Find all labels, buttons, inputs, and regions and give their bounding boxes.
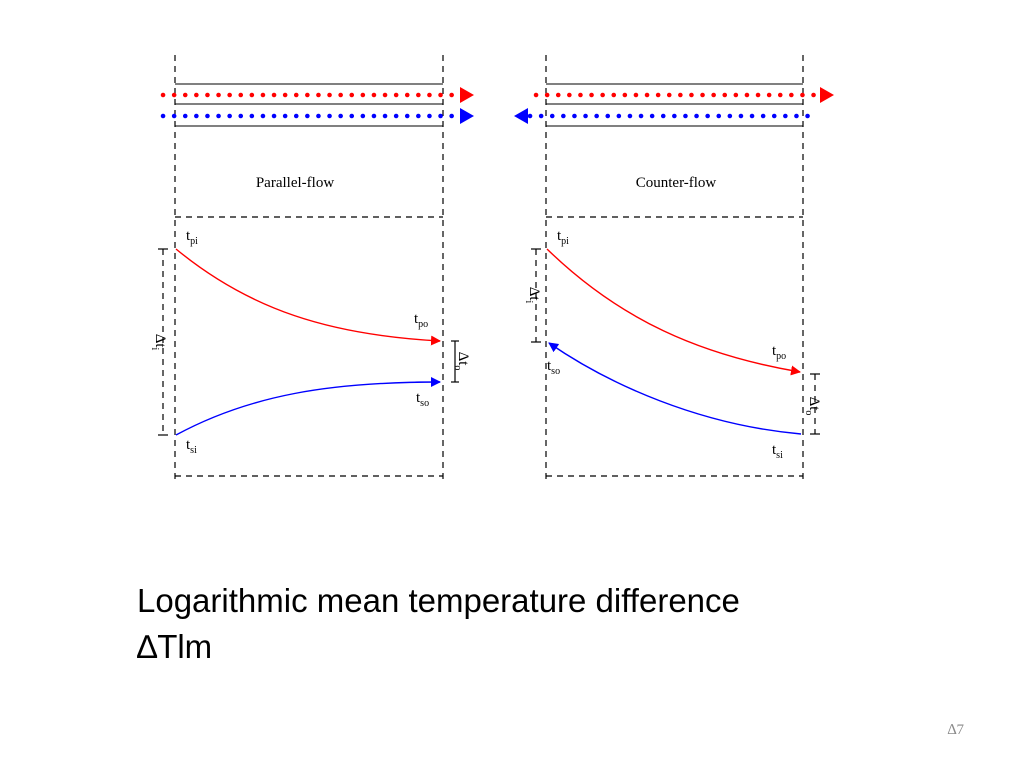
counter-tsi-label: tsi [772,442,783,461]
parallel-tsi-label: tsi [186,437,197,456]
caption-line-2: ∆Tlm [137,628,213,665]
parallel-dti-label: Δti [149,334,168,351]
counter-hot-arrowhead [820,87,834,103]
counter-flow-title: Counter-flow [636,175,717,191]
parallel-tpi-label: tpi [186,228,198,247]
counter-dti-label: Δti [523,287,542,304]
counter-flow-panel: Counter-flow Δti Δto tpi tpo tso tsi [514,55,834,480]
counter-dto-label: Δto [803,397,822,416]
parallel-tso-label: tso [416,390,429,409]
parallel-hot-arrowhead [460,87,474,103]
slide-number: ∆7 [947,722,964,738]
parallel-tpo-label: tpo [414,311,428,330]
parallel-dto-label: Δto [452,352,471,371]
counter-tso-label: tso [547,358,560,377]
counter-tpi-label: tpi [557,228,569,247]
parallel-flow-panel: Parallel-flow Δti Δto tpi tpo tso tsi [149,55,474,480]
counter-cold-curve [548,342,802,435]
counter-cold-arrowhead [514,108,528,124]
counter-tpo-label: tpo [772,343,786,362]
slide-caption: Logarithmic mean temperature difference … [137,578,740,670]
parallel-flow-title: Parallel-flow [256,175,334,191]
counter-hot-curve [546,248,801,376]
heat-exchanger-diagram: Parallel-flow Δti Δto tpi tpo tso tsi [149,55,834,480]
caption-line-1: Logarithmic mean temperature difference [137,582,740,619]
parallel-hot-curve [175,248,441,346]
parallel-cold-arrowhead [460,108,474,124]
parallel-cold-curve [175,377,441,436]
